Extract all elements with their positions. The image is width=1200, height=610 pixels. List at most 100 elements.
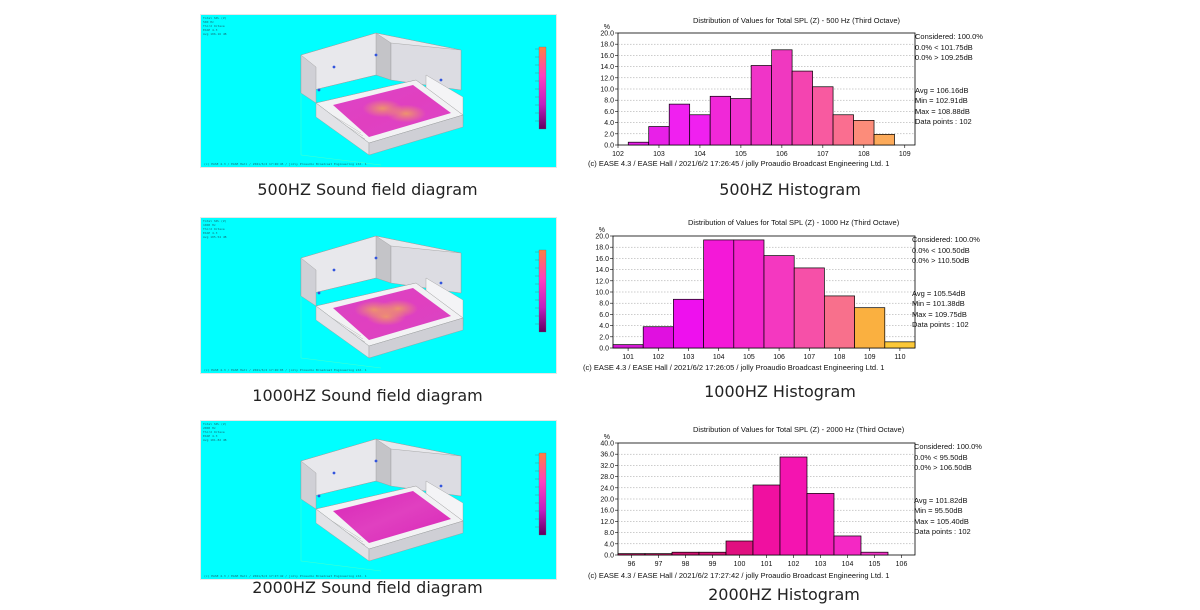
speaker-icon: [439, 78, 443, 82]
histogram-stats: Considered: 100.0% 0.0% < 100.50dB 0.0% …: [912, 235, 980, 331]
histogram-bar: [627, 141, 650, 146]
x-tick-label: 102: [652, 354, 664, 361]
hot-zone: [366, 307, 407, 326]
speaker-icon: [374, 256, 378, 260]
y-tick-label: 20.0: [595, 234, 609, 241]
sound-field-info: Total SPL (Z) 500 Hz Third Octave EASE 4…: [203, 16, 227, 36]
histogram-2000hz: Distribution of Values for Total SPL (Z)…: [580, 420, 1000, 585]
histogram-caption: 1000HZ Histogram: [704, 382, 856, 401]
histogram-bar: [854, 307, 886, 349]
speaker-icon: [317, 88, 321, 92]
room-model: [300, 32, 547, 166]
histogram-bar: [806, 493, 835, 556]
histogram-bar: [612, 344, 644, 349]
panel-1000hz: Total SPL (Z) 1000 Hz Third Octave EASE …: [0, 205, 1200, 410]
histogram-bar: [824, 295, 855, 349]
room-model: [300, 235, 547, 369]
stat-below: 0.0% < 101.75dB: [915, 42, 973, 52]
y-tick-label: 0.0: [604, 143, 614, 150]
stat-above: 0.0% > 109.25dB: [915, 53, 973, 62]
y-tick-label: 20.0: [600, 31, 614, 38]
y-tick-label: 16.0: [600, 53, 614, 60]
histogram-title: Distribution of Values for Total SPL (Z)…: [693, 425, 905, 434]
histogram-bar: [730, 98, 752, 146]
x-tick-label: 104: [694, 151, 706, 158]
x-tick-label: 103: [815, 561, 827, 568]
y-tick-label: 16.0: [600, 508, 614, 515]
x-tick-label: 106: [776, 151, 788, 158]
histogram-bar: [832, 114, 854, 146]
y-tick-label: 14.0: [595, 267, 609, 274]
room-render: [300, 438, 547, 572]
color-scale-bar: [538, 46, 547, 130]
histogram-chart: 0.0 2.0 4.0 6.0 8.0 10.0 12.0 14.0 16.0 18.0 20.0%…: [600, 24, 916, 158]
stat-above: 0.0% > 106.50dB: [914, 463, 972, 472]
stat-below: 0.0% < 95.50dB: [914, 452, 968, 462]
x-tick-label: 104: [842, 561, 854, 568]
sound-field-caption: 500HZ Sound field diagram: [257, 180, 478, 199]
histogram-bar: [763, 255, 795, 349]
histogram-bar: [725, 540, 754, 556]
stat-min: Min = 102.91dB: [915, 96, 968, 105]
y-tick-label: 2.0: [604, 131, 614, 138]
y-tick-label: 12.0: [600, 519, 614, 526]
histogram-bar: [793, 267, 825, 349]
sound-field-diagram: Total SPL (Z) 500 Hz Third Octave EASE 4…: [200, 14, 557, 168]
x-tick-label: 101: [622, 354, 634, 361]
histogram-bar: [671, 551, 700, 556]
stat-avg: Avg = 105.54dB: [912, 288, 966, 298]
y-tick-label: 10.0: [600, 87, 614, 94]
stat-considered: Considered: 100.0%: [915, 32, 983, 41]
x-tick-label: 109: [864, 354, 876, 361]
histogram-footer: (c) EASE 4.3 / EASE Hall / 2021/6/2 17:2…: [588, 571, 890, 580]
color-scale-bar: [538, 452, 547, 536]
stat-considered: Considered: 100.0%: [912, 235, 980, 244]
histogram-stats: Considered: 100.0% 0.0% < 101.75dB 0.0% …: [915, 32, 983, 128]
y-tick-label: 4.0: [599, 323, 609, 330]
x-tick-label: 105: [743, 354, 755, 361]
y-tick-label: 14.0: [600, 64, 614, 71]
y-tick-label: 12.0: [595, 278, 609, 285]
x-tick-label: 98: [682, 561, 690, 568]
y-axis-label: %: [599, 227, 605, 234]
y-tick-label: 12.0: [600, 75, 614, 82]
stat-considered: Considered: 100.0%: [914, 442, 982, 451]
speaker-icon: [332, 65, 336, 69]
stat-max: Max = 105.40dB: [914, 516, 969, 526]
panel-500hz: Total SPL (Z) 500 Hz Third Octave EASE 4…: [0, 0, 1200, 205]
sound-field-caption: 1000HZ Sound field diagram: [252, 386, 483, 405]
x-tick-label: 106: [773, 354, 785, 361]
histogram-title: Distribution of Values for Total SPL (Z)…: [688, 218, 900, 227]
x-tick-label: 109: [899, 151, 911, 158]
histogram-1000hz: Distribution of Values for Total SPL (Z)…: [575, 213, 995, 378]
room-render: [300, 235, 547, 369]
histogram-bar: [689, 114, 711, 146]
histogram-bar: [853, 120, 875, 146]
stat-max: Max = 108.88dB: [915, 106, 970, 116]
histogram-bar: [673, 298, 704, 349]
histogram-chart: 0.0 4.0 8.0 12.0 16.0 20.0 24.0 28.0 32.0 36.0 40.…: [600, 434, 916, 568]
room-render: [300, 32, 547, 166]
histogram-footer: (c) EASE 4.3 / EASE Hall / 2021/6/2 17:2…: [583, 363, 885, 372]
histogram-bar: [884, 341, 916, 349]
x-tick-label: 99: [709, 561, 717, 568]
x-tick-label: 110: [894, 354, 905, 361]
y-axis-label: %: [604, 24, 610, 31]
y-tick-label: 16.0: [595, 256, 609, 263]
sound-field-info: Total SPL (Z) 2000 Hz Third Octave EASE …: [203, 422, 227, 442]
x-tick-label: 107: [803, 354, 815, 361]
histogram-bar: [779, 456, 808, 556]
stat-below: 0.0% < 100.50dB: [912, 245, 970, 255]
histogram-bar: [733, 239, 765, 349]
y-tick-label: 20.0: [600, 497, 614, 504]
stat-points: Data points : 102: [914, 527, 971, 536]
histogram-500hz: Distribution of Values for Total SPL (Z)…: [580, 10, 1000, 175]
x-tick-label: 100: [734, 561, 746, 568]
histogram-stats: Considered: 100.0% 0.0% < 95.50dB 0.0% >…: [914, 442, 982, 538]
histogram-bar: [860, 551, 889, 556]
sound-field-diagram: Total SPL (Z) 2000 Hz Third Octave EASE …: [200, 420, 557, 580]
histogram-bar: [709, 95, 732, 146]
x-tick-label: 108: [834, 354, 846, 361]
stat-min: Min = 101.38dB: [912, 299, 965, 308]
speaker-icon: [332, 268, 336, 272]
